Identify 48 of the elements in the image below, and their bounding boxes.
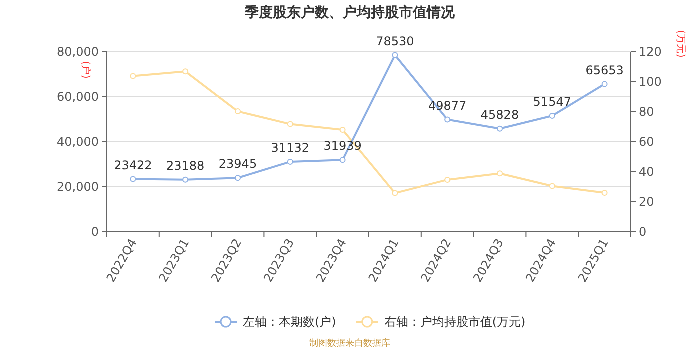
point xyxy=(392,190,398,196)
y-tick-label: 20,000 xyxy=(57,180,99,194)
data-label: 23188 xyxy=(166,158,205,173)
point xyxy=(340,127,346,133)
data-label: 23945 xyxy=(218,157,258,172)
y2-tick-label: 80 xyxy=(639,105,654,119)
point xyxy=(444,116,451,123)
y-tick-label: 80,000 xyxy=(57,45,99,59)
point xyxy=(392,52,398,58)
point xyxy=(130,73,136,80)
point xyxy=(235,175,241,182)
legend-label: 右轴：户均持股市值(万元) xyxy=(384,315,526,329)
point xyxy=(182,176,189,183)
data-label: 51547 xyxy=(533,95,572,110)
y2-tick-label: 100 xyxy=(639,75,662,89)
y-axis-title: (户) xyxy=(80,61,92,79)
data-label: 31939 xyxy=(324,139,362,154)
data-label: 23422 xyxy=(114,158,152,172)
y-tick-label: 60,000 xyxy=(57,90,99,104)
point xyxy=(287,121,294,128)
point xyxy=(340,157,346,164)
point xyxy=(444,176,451,183)
legend-label: 左轴：本期数(户) xyxy=(243,315,336,329)
data-label: 31132 xyxy=(271,140,310,155)
data-label: 49877 xyxy=(428,98,467,113)
point xyxy=(287,158,294,165)
chart-title: 季度股东户数、户均持股市值情况 xyxy=(244,4,456,21)
point xyxy=(182,68,189,75)
data-label: 78530 xyxy=(376,34,414,48)
y2-tick-label: 60 xyxy=(639,135,654,149)
point xyxy=(549,183,556,190)
y2-axis-title: (万元) xyxy=(675,30,686,58)
point xyxy=(130,176,136,182)
text: 制图数据来自数据库 xyxy=(310,338,390,349)
point xyxy=(497,126,503,132)
y2-tick-label: 40 xyxy=(639,165,654,179)
point xyxy=(602,81,608,88)
y-tick-label: 40,000 xyxy=(57,135,99,149)
y2-tick-label: 0 xyxy=(639,225,647,239)
point xyxy=(549,113,556,120)
y2-tick-label: 120 xyxy=(639,45,662,59)
data-label: 65653 xyxy=(586,63,624,78)
point xyxy=(602,190,608,196)
y-tick-label: 0 xyxy=(91,225,99,239)
data-label: 45828 xyxy=(480,108,520,122)
point xyxy=(497,170,503,177)
y2-tick-label: 20 xyxy=(639,195,654,209)
point xyxy=(235,108,241,115)
